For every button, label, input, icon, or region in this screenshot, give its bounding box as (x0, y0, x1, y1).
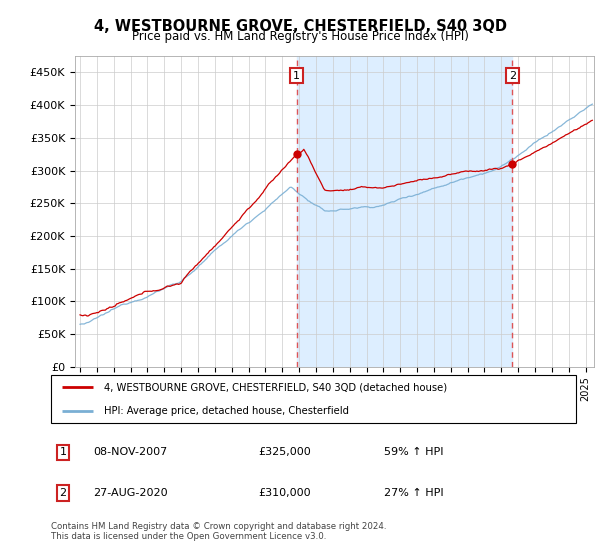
Text: £325,000: £325,000 (258, 447, 311, 458)
Text: 27-AUG-2020: 27-AUG-2020 (93, 488, 167, 498)
Text: £310,000: £310,000 (258, 488, 311, 498)
FancyBboxPatch shape (51, 375, 576, 423)
Text: HPI: Average price, detached house, Chesterfield: HPI: Average price, detached house, Ches… (104, 406, 349, 416)
Text: 2: 2 (59, 488, 67, 498)
Text: Contains HM Land Registry data © Crown copyright and database right 2024.
This d: Contains HM Land Registry data © Crown c… (51, 522, 386, 542)
Text: 27% ↑ HPI: 27% ↑ HPI (384, 488, 443, 498)
Text: 59% ↑ HPI: 59% ↑ HPI (384, 447, 443, 458)
Text: 1: 1 (293, 71, 300, 81)
Text: 4, WESTBOURNE GROVE, CHESTERFIELD, S40 3QD (detached house): 4, WESTBOURNE GROVE, CHESTERFIELD, S40 3… (104, 382, 446, 392)
Text: 1: 1 (59, 447, 67, 458)
Text: 2: 2 (509, 71, 516, 81)
Text: 08-NOV-2007: 08-NOV-2007 (93, 447, 167, 458)
Text: Price paid vs. HM Land Registry's House Price Index (HPI): Price paid vs. HM Land Registry's House … (131, 30, 469, 43)
Text: 4, WESTBOURNE GROVE, CHESTERFIELD, S40 3QD: 4, WESTBOURNE GROVE, CHESTERFIELD, S40 3… (94, 19, 506, 34)
Bar (297, 56, 512, 367)
